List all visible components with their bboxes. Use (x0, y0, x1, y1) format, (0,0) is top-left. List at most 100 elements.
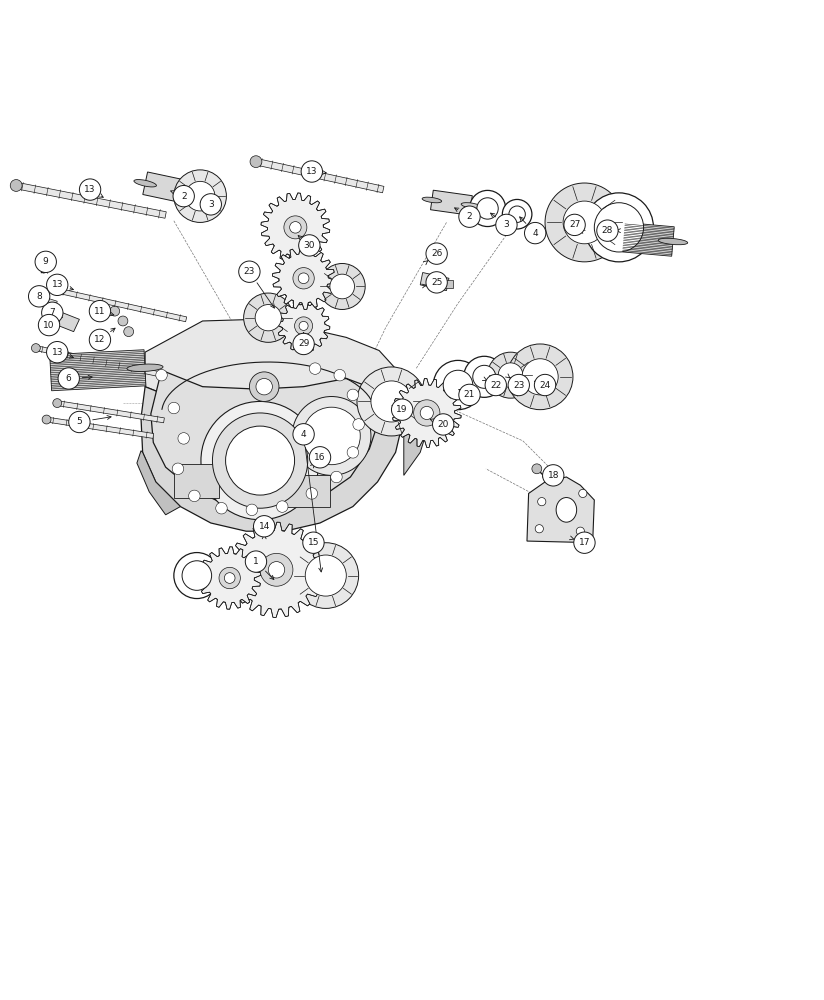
Text: 10: 10 (44, 321, 54, 330)
Polygon shape (145, 319, 396, 410)
Circle shape (459, 384, 480, 406)
Circle shape (246, 551, 267, 572)
Circle shape (499, 363, 523, 387)
Ellipse shape (658, 238, 688, 245)
Polygon shape (261, 193, 330, 262)
Circle shape (185, 181, 215, 211)
Circle shape (284, 216, 307, 239)
Ellipse shape (422, 197, 442, 203)
Circle shape (414, 400, 440, 426)
Polygon shape (396, 385, 428, 475)
Circle shape (293, 543, 358, 608)
Circle shape (299, 321, 308, 330)
Bar (435, 280, 453, 288)
Text: 24: 24 (540, 381, 550, 390)
Text: 28: 28 (602, 226, 613, 235)
Circle shape (496, 214, 517, 236)
Text: 12: 12 (94, 335, 105, 344)
Circle shape (319, 263, 365, 309)
Polygon shape (229, 522, 324, 617)
Polygon shape (16, 182, 166, 218)
Circle shape (357, 367, 426, 436)
Circle shape (216, 502, 227, 514)
Ellipse shape (556, 498, 577, 522)
Text: 1: 1 (253, 557, 259, 566)
Circle shape (574, 532, 595, 553)
Circle shape (576, 527, 584, 535)
Ellipse shape (178, 189, 200, 196)
Ellipse shape (134, 180, 157, 187)
Circle shape (542, 465, 564, 486)
Circle shape (347, 447, 358, 458)
Circle shape (118, 316, 128, 326)
Text: 3: 3 (208, 200, 213, 209)
Circle shape (168, 402, 180, 414)
Circle shape (254, 516, 275, 537)
Circle shape (256, 378, 273, 395)
Circle shape (509, 206, 526, 222)
Circle shape (255, 305, 282, 331)
Circle shape (485, 374, 507, 396)
Text: 21: 21 (464, 390, 475, 399)
Circle shape (433, 414, 454, 435)
Circle shape (532, 464, 541, 474)
Circle shape (292, 397, 371, 475)
Circle shape (200, 194, 222, 215)
Circle shape (279, 254, 328, 303)
Circle shape (433, 360, 483, 410)
Circle shape (293, 268, 314, 289)
Circle shape (503, 199, 532, 229)
Circle shape (189, 490, 200, 502)
Text: 13: 13 (51, 348, 63, 357)
Circle shape (178, 433, 190, 444)
Circle shape (330, 471, 342, 483)
Circle shape (89, 329, 110, 351)
Polygon shape (47, 309, 79, 332)
Circle shape (47, 342, 68, 363)
Circle shape (420, 406, 433, 420)
Circle shape (39, 314, 59, 336)
Text: 18: 18 (547, 471, 559, 480)
Circle shape (488, 352, 534, 398)
Circle shape (594, 203, 644, 252)
Circle shape (545, 183, 624, 262)
Text: 22: 22 (490, 381, 501, 390)
Circle shape (597, 220, 618, 241)
Circle shape (42, 415, 51, 424)
Circle shape (301, 161, 322, 182)
Circle shape (174, 553, 220, 599)
Polygon shape (430, 190, 472, 215)
Polygon shape (35, 346, 165, 378)
Circle shape (334, 369, 345, 381)
Circle shape (298, 235, 320, 256)
Text: 3: 3 (503, 220, 509, 229)
Circle shape (473, 365, 496, 388)
Text: 2: 2 (466, 212, 472, 221)
Text: 13: 13 (84, 185, 96, 194)
Circle shape (239, 261, 260, 282)
Circle shape (250, 372, 279, 401)
Circle shape (237, 530, 316, 609)
Circle shape (306, 488, 317, 499)
Polygon shape (143, 172, 192, 204)
Text: 15: 15 (307, 538, 319, 547)
Circle shape (371, 381, 412, 422)
Text: 16: 16 (314, 453, 325, 462)
Polygon shape (623, 222, 674, 256)
Circle shape (347, 389, 358, 401)
Bar (281, 475, 330, 507)
Circle shape (42, 302, 63, 323)
Circle shape (58, 368, 79, 389)
Circle shape (173, 185, 194, 207)
Circle shape (283, 305, 325, 347)
Circle shape (290, 222, 301, 233)
Circle shape (525, 222, 545, 244)
Circle shape (226, 426, 294, 495)
Circle shape (89, 300, 110, 322)
Circle shape (47, 274, 68, 296)
Circle shape (535, 525, 543, 533)
Circle shape (246, 504, 258, 516)
Circle shape (293, 333, 314, 355)
Text: 29: 29 (298, 339, 309, 348)
Text: 20: 20 (438, 420, 449, 429)
